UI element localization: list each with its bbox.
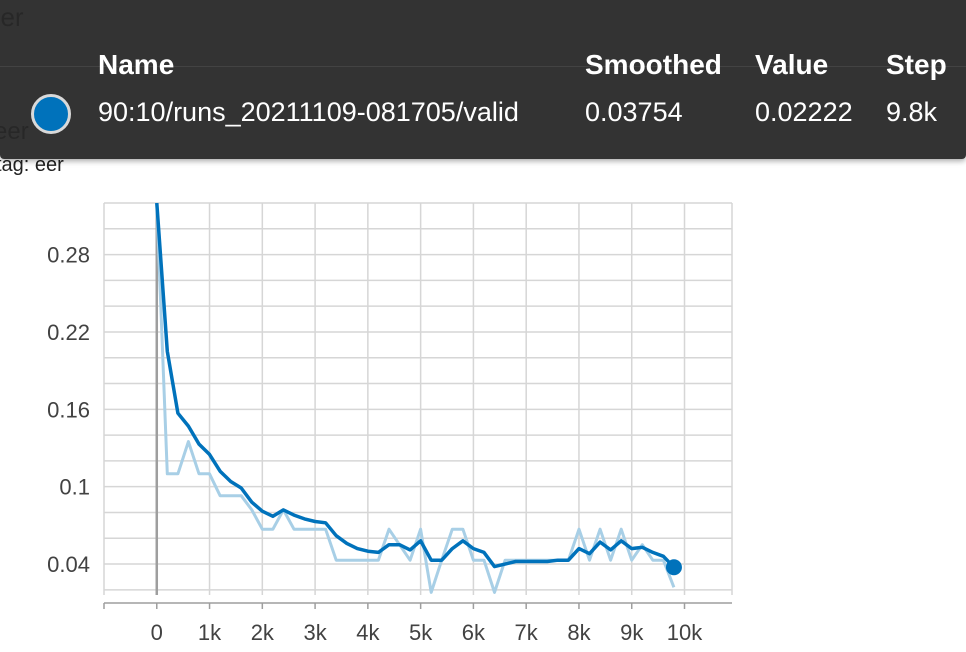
series-color-swatch-icon	[31, 94, 71, 134]
tooltip-raw-value: 0.02222	[755, 97, 853, 127]
tooltip-header-name: Name	[98, 49, 175, 80]
tooltip-smoothed-value: 0.03754	[585, 97, 683, 127]
raw-series-line	[155, 203, 676, 594]
tooltip-run-name: 90:10/runs_20211109-081705/valid	[98, 97, 519, 127]
y-tick-label: 0.28	[47, 243, 90, 268]
tooltip-header-smoothed: Smoothed	[585, 49, 722, 80]
x-tick-label: 3k	[303, 620, 327, 645]
x-tick-label: 7k	[515, 620, 539, 645]
tooltip-header-value: Value	[755, 49, 829, 80]
y-tick-label: 0.04	[47, 552, 90, 577]
y-tick-label: 0.1	[59, 475, 90, 500]
x-tick-label: 8k	[567, 620, 591, 645]
y-tick-label: 0.16	[47, 397, 90, 422]
x-tick-label: 5k	[409, 620, 433, 645]
tick-label-layer: 0 1k 2k 3k 4k 5k 6k 7k 8k 9k 10k 0.04 0.1 0.16 0.22 0.2…	[47, 243, 703, 645]
marker-layer	[665, 559, 682, 576]
x-tick-label: 2k	[251, 620, 275, 645]
y-tick-label: 0.22	[47, 320, 90, 345]
tooltip-step-value: 9.8k	[886, 97, 938, 127]
x-tick-label: 10k	[667, 620, 703, 645]
x-tick-label: 9k	[620, 620, 644, 645]
x-tick-label: 4k	[356, 620, 380, 645]
hover-point-marker	[665, 559, 682, 576]
axis-layer	[103, 203, 732, 609]
tooltip-divider	[0, 66, 966, 67]
x-tick-label: 0	[151, 620, 163, 645]
series-layer	[155, 203, 676, 594]
x-tick-label: 6k	[462, 620, 486, 645]
card-tag-label: tag: eer	[0, 154, 64, 176]
tooltip-header-step: Step	[886, 49, 947, 80]
hover-tooltip: Name Smoothed Value Step 90:10/runs_2021…	[0, 0, 966, 159]
x-tick-label: 1k	[198, 620, 222, 645]
smoothed-series-line	[155, 203, 676, 569]
